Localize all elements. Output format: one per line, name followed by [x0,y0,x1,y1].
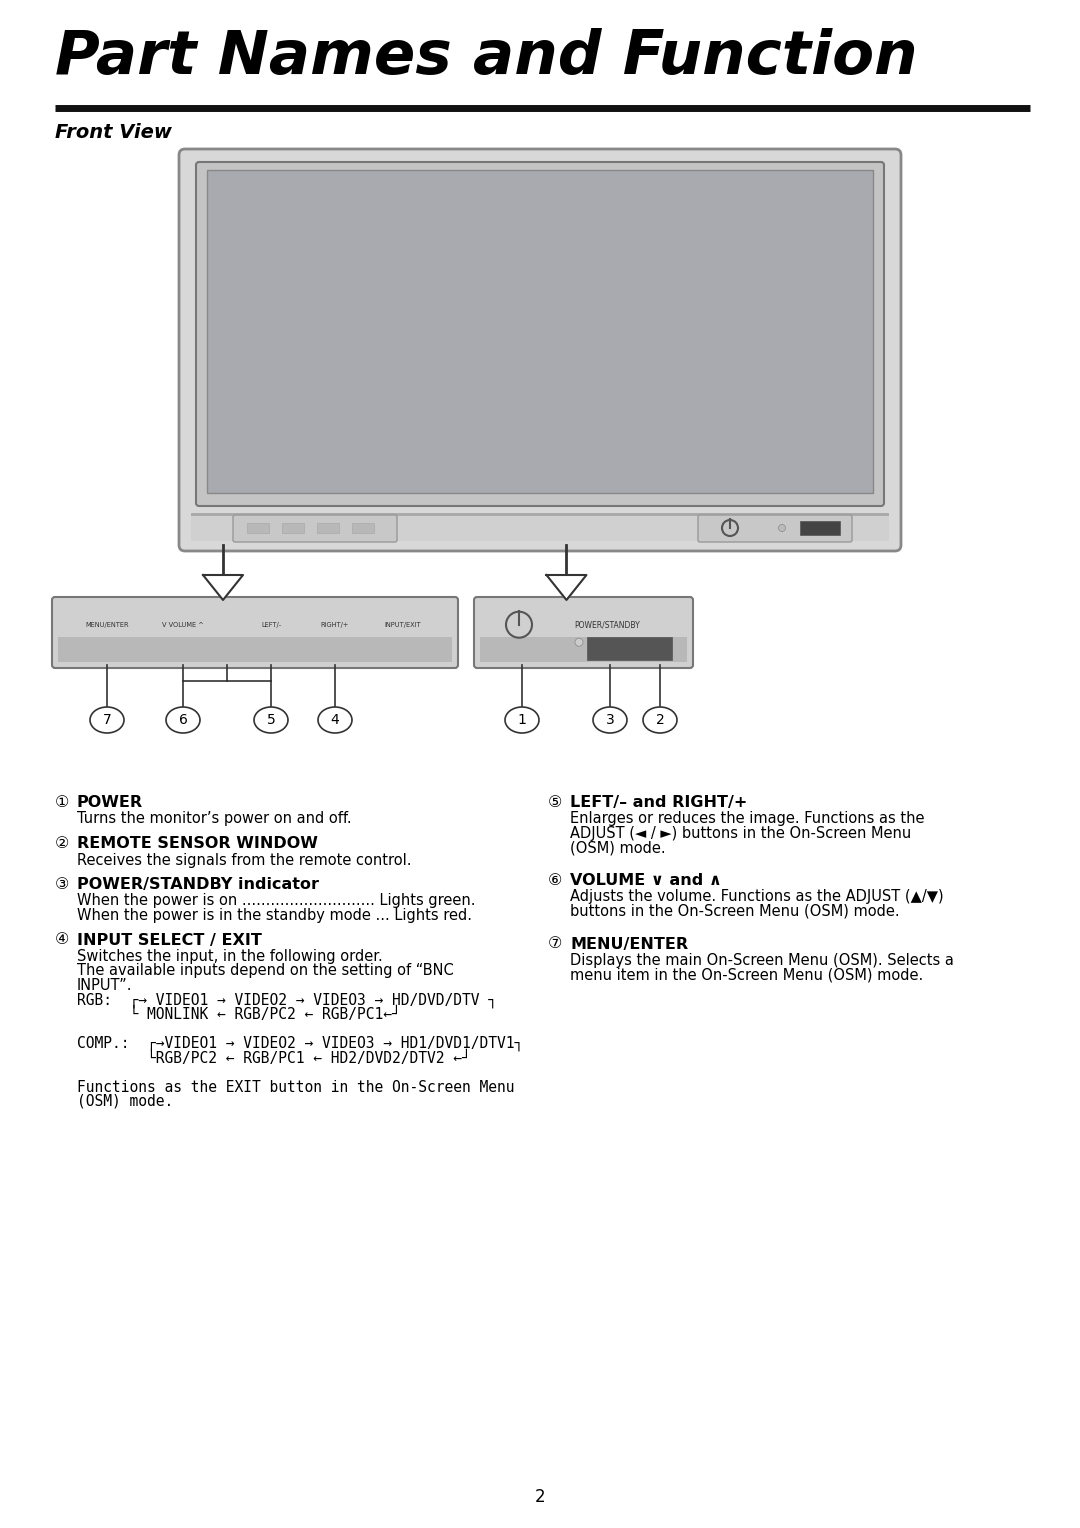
Text: ⑤: ⑤ [548,795,563,810]
Ellipse shape [318,707,352,733]
Ellipse shape [593,707,627,733]
Text: 4: 4 [330,714,339,727]
Bar [191,515,889,541]
Text: 6: 6 [178,714,188,727]
Text: Adjusts the volume. Functions as the ADJUST (▲/▼): Adjusts the volume. Functions as the ADJ… [570,889,944,905]
Text: 2: 2 [535,1488,545,1507]
Text: V VOLUME ^: V VOLUME ^ [162,622,204,628]
Bar [800,521,840,535]
Text: (OSM) mode.: (OSM) mode. [77,1094,173,1109]
Text: COMP.:  ┌→VIDEO1 → VIDEO2 → VIDEO3 → HD1/DVD1/DTV1┐: COMP.: ┌→VIDEO1 → VIDEO2 → VIDEO3 → HD1/… [77,1036,523,1051]
Ellipse shape [643,707,677,733]
Text: LEFT/– and RIGHT/+: LEFT/– and RIGHT/+ [570,795,747,810]
Text: ⑦: ⑦ [548,937,563,952]
Bar [588,637,672,660]
Bar [352,523,374,533]
Text: 7: 7 [103,714,111,727]
Text: Turns the monitor’s power on and off.: Turns the monitor’s power on and off. [77,811,352,827]
Polygon shape [546,575,586,601]
FancyBboxPatch shape [474,597,693,668]
Text: ③: ③ [55,877,69,892]
Bar [207,170,873,494]
Bar [282,523,303,533]
Text: Part Names and Function: Part Names and Function [55,28,918,87]
Text: buttons in the On-Screen Menu (OSM) mode.: buttons in the On-Screen Menu (OSM) mode… [570,905,900,918]
Ellipse shape [90,707,124,733]
FancyBboxPatch shape [233,515,397,542]
Text: POWER: POWER [77,795,144,810]
Text: Receives the signals from the remote control.: Receives the signals from the remote con… [77,853,411,868]
Circle shape [575,639,583,646]
Text: 3: 3 [606,714,615,727]
Text: When the power is in the standby mode ... Lights red.: When the power is in the standby mode ..… [77,908,472,923]
Text: Enlarges or reduces the image. Functions as the: Enlarges or reduces the image. Functions… [570,811,924,827]
Text: └RGB/PC2 ← RGB/PC1 ← HD2/DVD2/DTV2 ←┘: └RGB/PC2 ← RGB/PC1 ← HD2/DVD2/DTV2 ←┘ [77,1051,471,1067]
Bar [247,523,269,533]
Text: └ MONLINK ← RGB/PC2 ← RGB/PC1←┘: └ MONLINK ← RGB/PC2 ← RGB/PC1←┘ [77,1007,401,1022]
Bar [58,637,453,662]
Text: Switches the input, in the following order.: Switches the input, in the following ord… [77,949,382,964]
Text: REMOTE SENSOR WINDOW: REMOTE SENSOR WINDOW [77,836,318,851]
Text: 1: 1 [517,714,526,727]
Text: LEFT/-: LEFT/- [261,622,281,628]
Polygon shape [203,575,243,601]
Text: ①: ① [55,795,69,810]
Text: Displays the main On-Screen Menu (OSM). Selects a: Displays the main On-Screen Menu (OSM). … [570,953,954,969]
Text: 2: 2 [656,714,664,727]
Text: The available inputs depend on the setting of “BNC: The available inputs depend on the setti… [77,964,454,978]
Ellipse shape [254,707,288,733]
Text: INPUT SELECT / EXIT: INPUT SELECT / EXIT [77,932,261,947]
Text: ⑥: ⑥ [548,872,563,888]
Text: MENU/ENTER: MENU/ENTER [570,937,688,952]
Text: ②: ② [55,836,69,851]
Text: INPUT”.: INPUT”. [77,978,133,993]
Text: VOLUME ∨ and ∧: VOLUME ∨ and ∧ [570,872,721,888]
Bar [480,637,687,662]
FancyBboxPatch shape [698,515,852,542]
Text: Front View: Front View [55,122,172,142]
Bar [318,523,339,533]
Text: ④: ④ [55,932,69,947]
FancyBboxPatch shape [52,597,458,668]
Text: POWER/STANDBY: POWER/STANDBY [575,620,639,630]
Text: POWER/STANDBY indicator: POWER/STANDBY indicator [77,877,319,892]
Text: ADJUST (◄ / ►) buttons in the On-Screen Menu: ADJUST (◄ / ►) buttons in the On-Screen … [570,827,912,840]
Text: Functions as the EXIT button in the On-Screen Menu: Functions as the EXIT button in the On-S… [77,1079,514,1094]
Ellipse shape [505,707,539,733]
Circle shape [779,524,785,532]
Text: When the power is on ............................ Lights green.: When the power is on ...................… [77,894,475,909]
Text: RIGHT/+: RIGHT/+ [321,622,349,628]
Text: INPUT/EXIT: INPUT/EXIT [384,622,421,628]
Text: 5: 5 [267,714,275,727]
Text: RGB:  ┌→ VIDEO1 → VIDEO2 → VIDEO3 → HD/DVD/DTV ┐: RGB: ┌→ VIDEO1 → VIDEO2 → VIDEO3 → HD/DV… [77,993,497,1008]
Text: MENU/ENTER: MENU/ENTER [85,622,129,628]
FancyBboxPatch shape [195,162,885,506]
Bar [191,513,889,516]
Ellipse shape [166,707,200,733]
FancyBboxPatch shape [179,150,901,552]
Text: (OSM) mode.: (OSM) mode. [570,840,665,856]
Text: menu item in the On-Screen Menu (OSM) mode.: menu item in the On-Screen Menu (OSM) mo… [570,967,923,983]
